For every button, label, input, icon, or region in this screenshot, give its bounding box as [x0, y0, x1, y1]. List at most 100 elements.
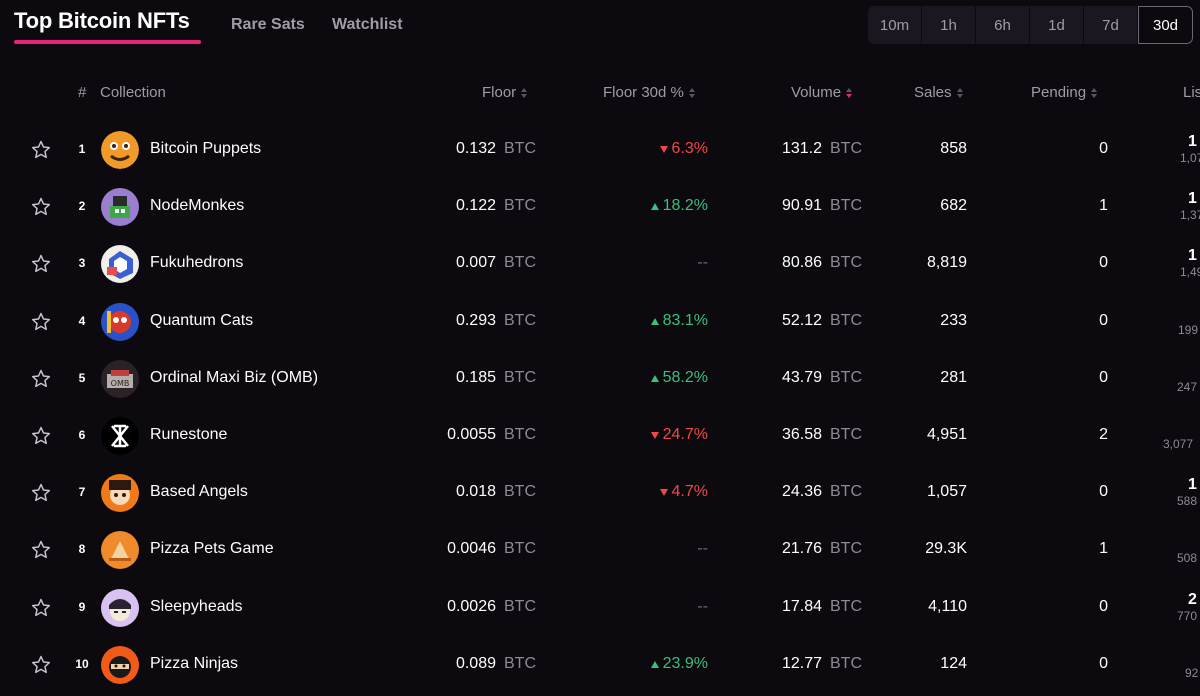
watchlist-star-icon[interactable]	[30, 597, 52, 619]
sales-count: 1,057	[926, 483, 967, 500]
period-30d-button[interactable]: 30d	[1138, 6, 1193, 44]
omb-avatar[interactable]: OMB	[101, 360, 139, 398]
period-10m-button[interactable]: 10m	[868, 6, 922, 44]
watchlist-star-icon[interactable]	[30, 196, 52, 218]
table-row[interactable]: 2 NodeMonkes 0.122 BTC 18.2% 90.91 BTC 682…	[0, 178, 1200, 235]
floor-price: 0.0046 BTC	[447, 540, 536, 558]
watchlist-star-icon[interactable]	[30, 253, 52, 275]
table-row[interactable]: 7 Based Angels 0.018 BTC 4.7% 24.36 BTC 1,…	[0, 464, 1200, 521]
bitcoin-puppets-avatar[interactable]	[101, 131, 139, 169]
volume: 12.77 BTC	[782, 655, 862, 673]
volume: 52.12 BTC	[782, 312, 862, 330]
table-row[interactable]: 5 OMB Ordinal Maxi Biz (OMB) 0.185 BTC 58…	[0, 350, 1200, 407]
column-listed-header[interactable]: Lis	[1183, 84, 1200, 101]
period-1h-button[interactable]: 1h	[922, 6, 976, 44]
sales-count: 281	[940, 369, 967, 386]
watchlist-star-icon[interactable]	[30, 539, 52, 561]
table-row[interactable]: 1 Bitcoin Puppets 0.132 BTC 6.3% 131.2 BTC…	[0, 121, 1200, 178]
period-1d-button[interactable]: 1d	[1030, 6, 1084, 44]
watchlist-star-icon[interactable]	[30, 139, 52, 161]
collection-name-link[interactable]: Quantum Cats	[150, 312, 254, 329]
pizza-ninjas-avatar[interactable]	[101, 646, 139, 684]
tab-watchlist[interactable]: Watchlist	[332, 16, 403, 33]
table-row[interactable]: 6 Runestone 0.0055 BTC 24.7% 36.58 BTC 4,9…	[0, 407, 1200, 464]
watchlist-star-icon[interactable]	[30, 654, 52, 676]
table-row[interactable]: 10 Pizza Ninjas 0.089 BTC 23.9% 12.77 BTC …	[0, 636, 1200, 693]
table-row[interactable]: 8 Pizza Pets Game 0.0046 BTC -- 21.76 BTC …	[0, 521, 1200, 578]
column-floor-header[interactable]: Floor	[482, 84, 528, 101]
volume: 17.84 BTC	[782, 598, 862, 616]
floor-value: 0.122	[455, 197, 496, 214]
floor-change-value: 18.2%	[662, 197, 708, 214]
column-pending-header[interactable]: Pending	[1031, 84, 1098, 101]
collection-name-link[interactable]: Fukuhedrons	[150, 254, 244, 271]
volume-unit: BTC	[830, 312, 862, 329]
floor-change-value: 6.3%	[671, 140, 708, 157]
pizza-pets-avatar[interactable]	[101, 531, 139, 569]
collection-name-link[interactable]: Bitcoin Puppets	[150, 140, 262, 157]
volume-unit: BTC	[830, 540, 862, 557]
nodemonkes-avatar[interactable]	[101, 188, 139, 226]
floor-unit: BTC	[504, 426, 536, 443]
sleepyheads-avatar[interactable]	[101, 589, 139, 627]
period-6h-button[interactable]: 6h	[976, 6, 1030, 44]
column-volume-header[interactable]: Volume	[791, 84, 853, 101]
volume-value: 21.76	[781, 540, 822, 557]
volume: 90.91 BTC	[782, 197, 862, 215]
sales-count: 124	[940, 655, 967, 672]
collection-name-link[interactable]: Pizza Ninjas	[150, 655, 239, 672]
column-collection-label: Collection	[100, 84, 166, 101]
volume-value: 43.79	[781, 369, 822, 386]
floor-change-pct: --	[697, 598, 708, 616]
watchlist-star-icon[interactable]	[30, 311, 52, 333]
pending-count: 0	[1099, 483, 1108, 500]
table-row[interactable]: 9 Sleepyheads 0.0026 BTC -- 17.84 BTC 4,11…	[0, 579, 1200, 636]
floor-change-value: --	[697, 598, 708, 615]
period-7d-button[interactable]: 7d	[1084, 6, 1138, 44]
collection-name-link[interactable]: Ordinal Maxi Biz (OMB)	[150, 369, 319, 386]
sales-count: 29.3K	[925, 540, 967, 557]
rank-number: 6	[78, 428, 86, 442]
table-row[interactable]: 4 Quantum Cats 0.293 BTC 83.1% 52.12 BTC 2…	[0, 293, 1200, 350]
floor-change-pct: 83.1%	[650, 312, 708, 330]
rank-number: 10	[75, 657, 89, 671]
column-sales-header[interactable]: Sales	[914, 84, 963, 101]
listed-count: 1	[1188, 133, 1197, 150]
volume-unit: BTC	[830, 140, 862, 157]
floor-value: 0.007	[455, 254, 496, 271]
column-floor-pct-header[interactable]: Floor 30d %	[603, 84, 695, 101]
quantum-cats-avatar[interactable]	[101, 303, 139, 341]
tab-rare-sats[interactable]: Rare Sats	[231, 16, 305, 33]
volume-unit: BTC	[830, 197, 862, 214]
listed-total: 588	[1177, 494, 1198, 508]
volume-value: 12.77	[781, 655, 822, 672]
collection-name-link[interactable]: Sleepyheads	[150, 598, 243, 615]
watchlist-star-icon[interactable]	[30, 482, 52, 504]
runestone-avatar[interactable]	[101, 417, 139, 455]
floor-value: 0.089	[455, 655, 496, 672]
floor-price: 0.293 BTC	[456, 312, 536, 330]
collection-name-link[interactable]: NodeMonkes	[150, 197, 245, 214]
collection-name-link[interactable]: Based Angels	[150, 483, 248, 500]
fukuhedrons-avatar[interactable]	[101, 245, 139, 283]
column-collection-header: Collection	[100, 84, 166, 101]
floor-unit: BTC	[504, 655, 536, 672]
floor-change-value: 83.1%	[662, 312, 708, 329]
watchlist-star-icon[interactable]	[30, 368, 52, 390]
watchlist-star-icon[interactable]	[30, 425, 52, 447]
table-row[interactable]: 3 Fukuhedrons 0.007 BTC -- 80.86 BTC 8,819…	[0, 235, 1200, 292]
floor-unit: BTC	[504, 483, 536, 500]
floor-change-value: 24.7%	[662, 426, 708, 443]
sort-desc-active-icon	[846, 87, 853, 98]
collection-name-link[interactable]: Pizza Pets Game	[150, 540, 274, 557]
pending-count: 0	[1099, 598, 1108, 615]
trend-up-icon	[650, 374, 659, 382]
based-angels-avatar[interactable]	[101, 474, 139, 512]
floor-change-pct: 58.2%	[650, 369, 708, 387]
rank-number: 2	[78, 199, 86, 213]
rank-number: 7	[78, 485, 86, 499]
pending-count: 0	[1099, 369, 1108, 386]
collection-name-link[interactable]: Runestone	[150, 426, 228, 443]
floor-value: 0.132	[455, 140, 496, 157]
trend-up-icon	[650, 660, 659, 668]
